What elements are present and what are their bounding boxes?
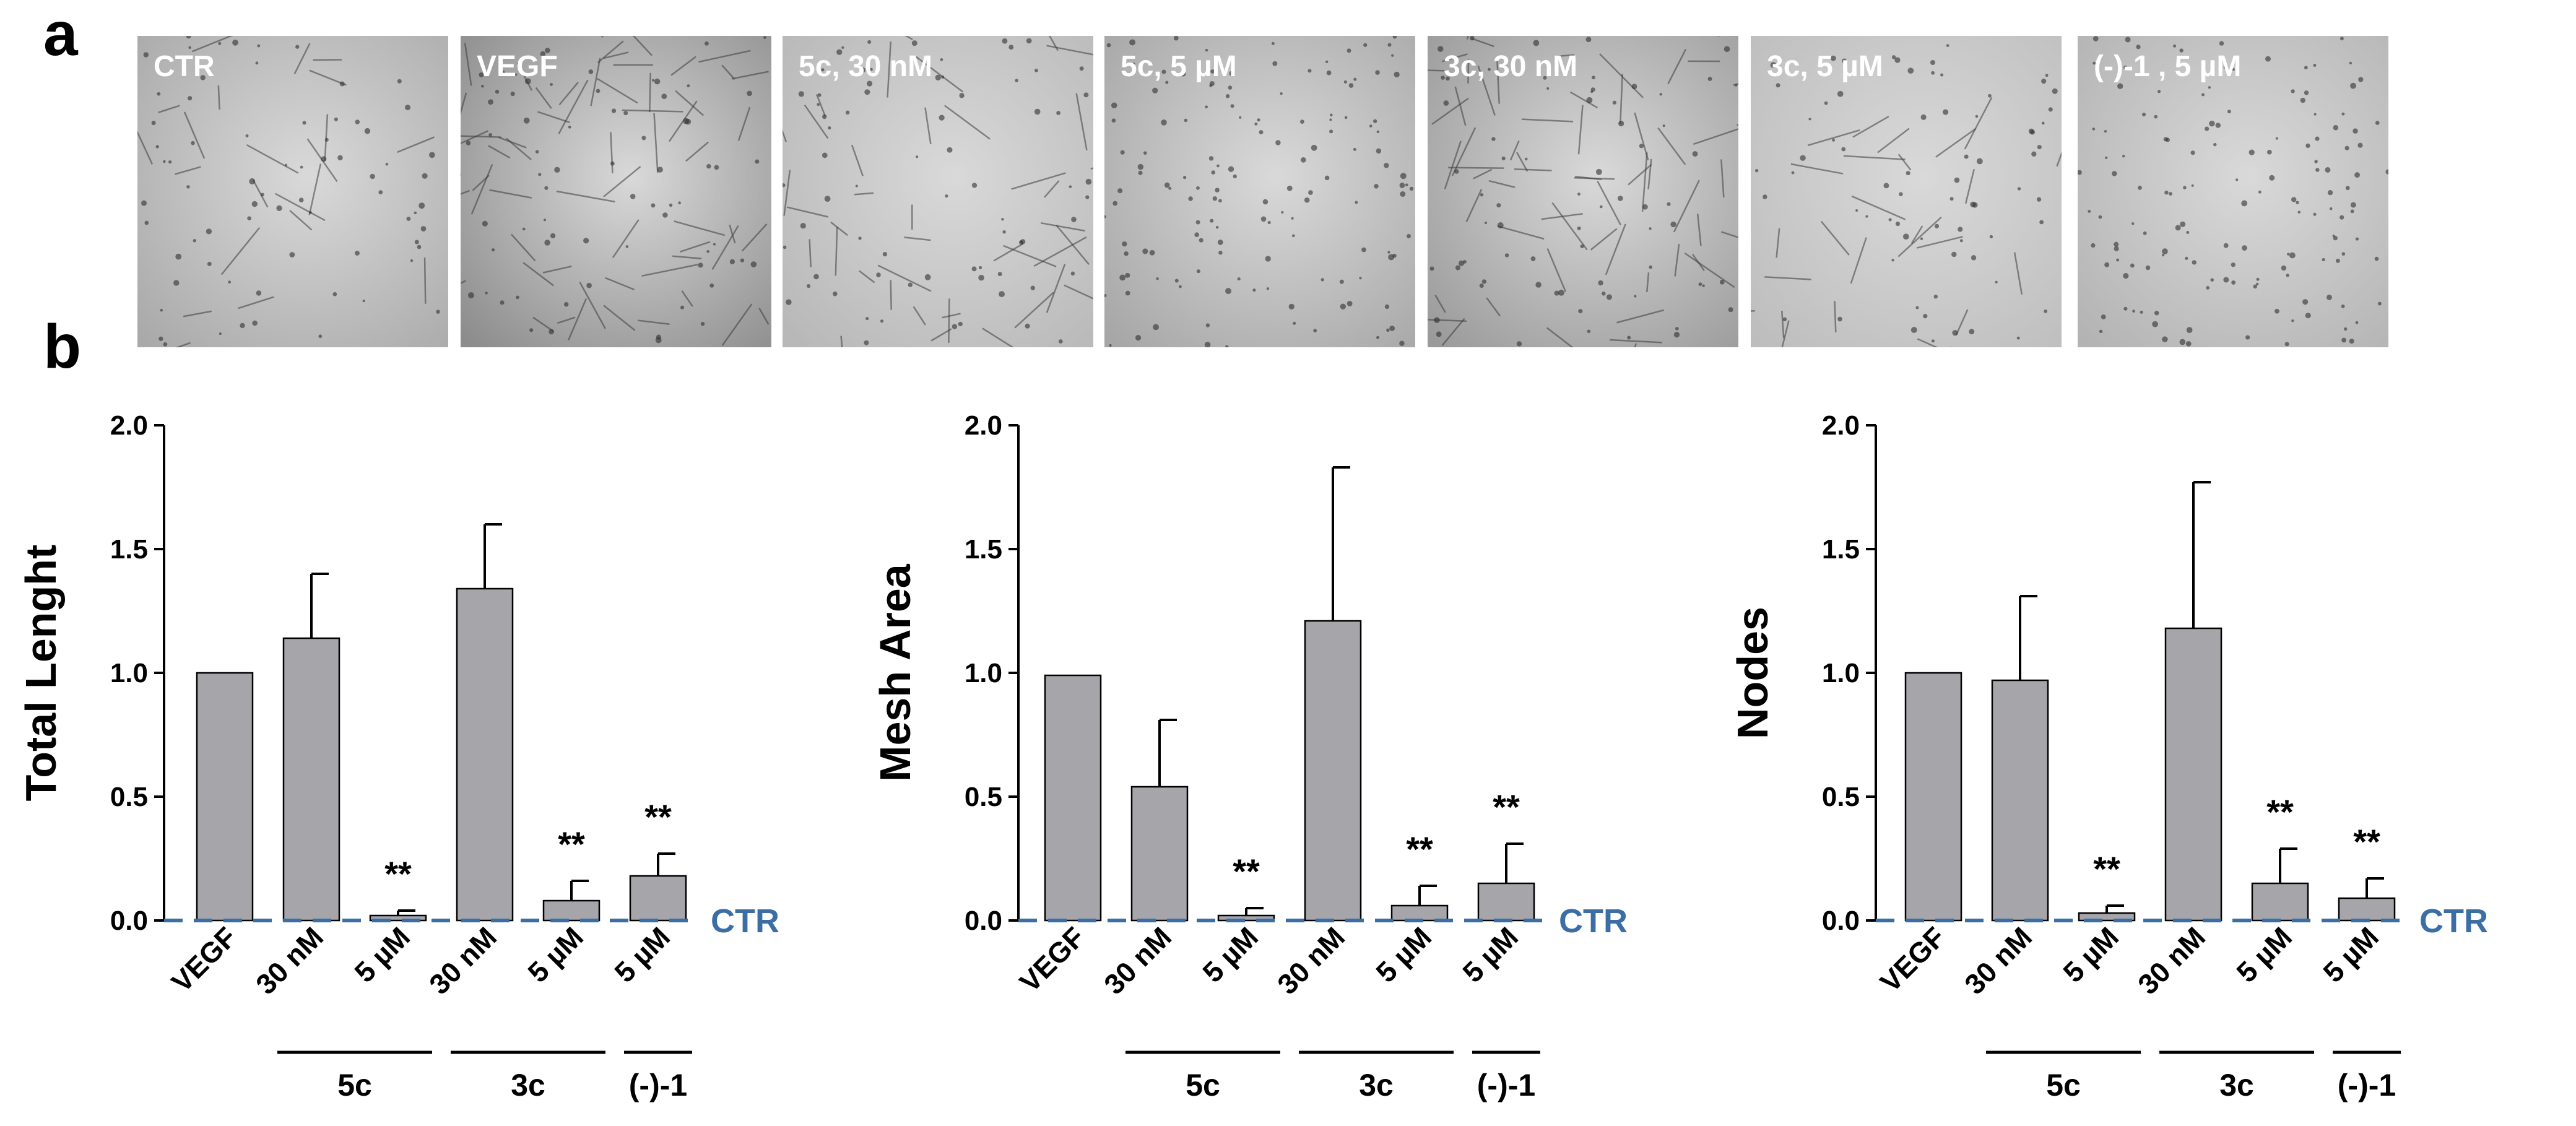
y-tick-label: 1.5 [1822, 534, 1860, 565]
significance-mark: ** [2266, 792, 2294, 831]
category-label: 5 µM [1456, 920, 1524, 989]
category-label: 5 µM [2317, 920, 2385, 989]
group-label: 5c [337, 1068, 372, 1102]
micrograph-3: 5c, 30 nM [783, 36, 1093, 347]
significance-mark: ** [2353, 822, 2380, 861]
bar [629, 875, 687, 922]
category-label: 5 µM [2057, 920, 2125, 989]
y-tick-label: 2.0 [965, 410, 1002, 441]
bar [2338, 897, 2396, 922]
bar [1130, 786, 1189, 922]
category-label: 5 µM [608, 920, 676, 989]
y-tick-label: 0.5 [965, 782, 1002, 812]
y-tick-label: 0.0 [965, 906, 1002, 936]
micrograph-4: 5c, 5 µM [1104, 36, 1415, 347]
micrograph-label: 3c, 30 nM [1444, 50, 1578, 83]
micrograph-label: 3c, 5 µM [1767, 50, 1883, 83]
y-tick-label: 0.0 [1822, 906, 1860, 936]
significance-mark: ** [1406, 829, 1433, 868]
category-label: 5 µM [521, 920, 589, 989]
category-label: 30 nM [423, 920, 503, 1000]
group-label: 3c [1359, 1068, 1394, 1102]
significance-mark: ** [2093, 849, 2120, 888]
y-axis-label: Nodes [1728, 607, 1777, 739]
significance-mark: ** [644, 797, 672, 836]
y-tick-label: 1.5 [965, 534, 1002, 565]
category-label: 30 nM [1271, 920, 1351, 1000]
category-label: 30 nM [2131, 920, 2211, 1000]
category-label: 30 nM [1098, 920, 1177, 1000]
ctr-label: CTR [2419, 903, 2488, 940]
y-tick-label: 2.0 [1822, 410, 1860, 441]
y-tick-label: 0.5 [110, 782, 148, 812]
ctr-label: CTR [711, 903, 779, 940]
panel-label-b: b [43, 312, 82, 381]
bar [2164, 627, 2223, 922]
group-label: 3c [2219, 1068, 2254, 1102]
bar [1477, 882, 1535, 922]
bar [456, 587, 514, 922]
y-axis-label: Mesh Area [871, 563, 919, 782]
bar [282, 637, 340, 922]
bar [1044, 674, 1102, 922]
micrograph-2: VEGF [461, 36, 771, 347]
category-label: 30 nM [249, 920, 329, 1000]
category-label: 5 µM [1369, 920, 1438, 989]
group-label: (-)-1 [629, 1068, 687, 1102]
y-tick-label: 1.0 [110, 658, 148, 688]
ctr-label: CTR [1559, 903, 1628, 940]
category-label: VEGF [1874, 920, 1951, 998]
category-label: 5 µM [2230, 920, 2298, 989]
bar [196, 672, 254, 922]
group-label: 3c [511, 1068, 545, 1102]
group-label: (-)-1 [2338, 1068, 2396, 1102]
bar [1304, 620, 1362, 922]
group-label: 5c [2046, 1068, 2081, 1102]
category-label: 30 nM [1958, 920, 2038, 1000]
y-tick-label: 1.0 [965, 658, 1002, 688]
significance-mark: ** [1493, 787, 1520, 826]
micrograph-7: (-)-1 , 5 µM [2078, 36, 2388, 347]
group-label: 5c [1186, 1068, 1220, 1102]
category-label: 5 µM [1196, 920, 1264, 989]
bar [1991, 679, 2049, 922]
bar [542, 899, 601, 922]
y-axis-label: Total Lenght [17, 545, 65, 802]
micrograph-label: CTR [154, 50, 215, 83]
bar [1390, 904, 1449, 922]
y-tick-label: 0.0 [110, 906, 148, 936]
bar [2251, 882, 2309, 922]
y-tick-label: 0.5 [1822, 782, 1860, 812]
category-label: VEGF [165, 920, 243, 998]
bar [1904, 672, 1962, 922]
y-tick-label: 2.0 [110, 410, 148, 441]
y-tick-label: 1.5 [110, 534, 148, 565]
micrograph-5: 3c, 30 nM [1428, 36, 1738, 347]
micrograph-label: 5c, 30 nM [799, 50, 933, 83]
significance-mark: ** [558, 825, 585, 864]
significance-mark: ** [384, 854, 412, 893]
significance-mark: ** [1233, 852, 1260, 891]
group-label: (-)-1 [1477, 1068, 1535, 1102]
micrograph-1: CTR [137, 36, 448, 347]
category-label: 5 µM [348, 920, 416, 989]
micrograph-label: 5c, 5 µM [1121, 50, 1237, 83]
micrograph-6: 3c, 5 µM [1751, 36, 2062, 347]
micrograph-label: VEGF [477, 50, 558, 83]
micrograph-label: (-)-1 , 5 µM [2094, 50, 2242, 83]
y-tick-label: 1.0 [1822, 658, 1860, 688]
panel-label-a: a [43, 0, 78, 69]
category-label: VEGF [1013, 920, 1091, 998]
